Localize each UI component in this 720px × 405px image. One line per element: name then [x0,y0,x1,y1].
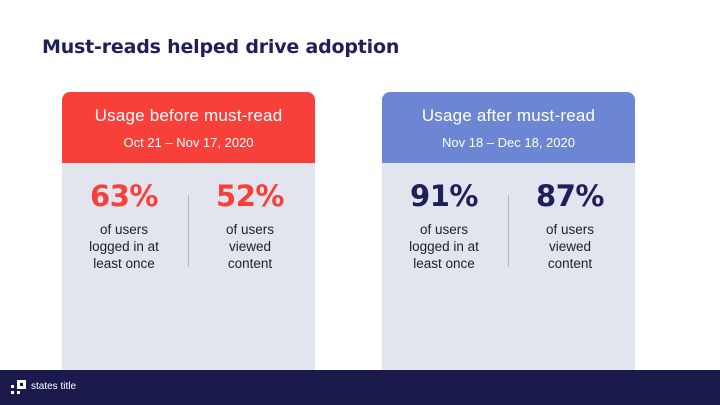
after-usage-card: Usage after must-read Nov 18 – Dec 18, 2… [382,92,635,370]
footer-bar: states title [0,370,720,405]
stat-divider [508,195,509,267]
after-login-description: of users logged in at least once [409,222,479,271]
after-viewed-percent: 87% [536,179,604,213]
before-card-header: Usage before must-read Oct 21 – Nov 17, … [62,92,315,163]
before-card-stats: 63% of users logged in at least once 52%… [62,163,315,283]
stat-divider [188,195,189,267]
after-login-percent: 91% [410,179,478,213]
before-viewed-description: of users viewed content [225,222,275,271]
after-viewed-stat: 87% of users viewed content [510,179,630,272]
before-card-title: Usage before must-read [94,106,283,125]
after-card-header: Usage after must-read Nov 18 – Dec 18, 2… [382,92,635,163]
states-title-logo-icon [11,380,27,396]
before-usage-card: Usage before must-read Oct 21 – Nov 17, … [62,92,315,370]
after-card-date-range: Nov 18 – Dec 18, 2020 [442,135,575,150]
before-viewed-stat: 52% of users viewed content [190,179,310,272]
before-card-date-range: Oct 21 – Nov 17, 2020 [123,135,254,150]
brand-name: states title [31,381,77,392]
after-viewed-description: of users viewed content [545,222,595,271]
before-login-description: of users logged in at least once [89,222,159,271]
slide-title: Must-reads helped drive adoption [42,36,400,58]
after-login-stat: 91% of users logged in at least once [384,179,504,272]
before-login-stat: 63% of users logged in at least once [64,179,184,272]
after-card-title: Usage after must-read [421,106,596,125]
before-login-percent: 63% [90,179,158,213]
after-card-stats: 91% of users logged in at least once 87%… [382,163,635,283]
before-viewed-percent: 52% [216,179,284,213]
